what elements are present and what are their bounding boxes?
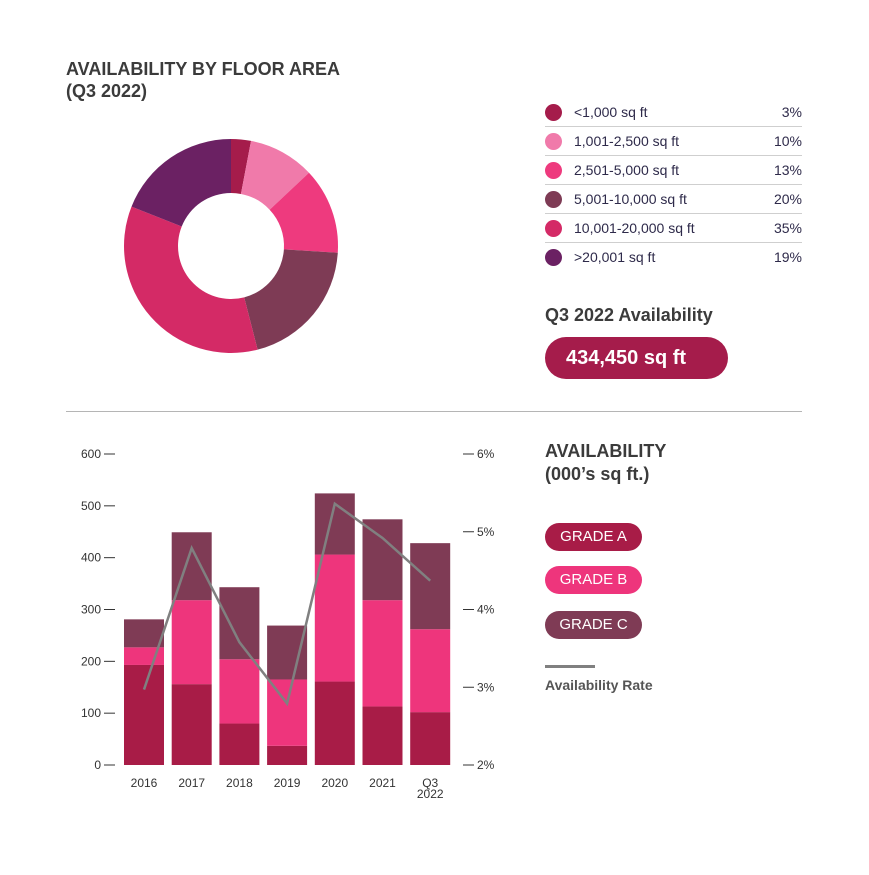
legend-item: >20,001 sq ft 19% [545, 243, 802, 271]
availability-value-badge: 434,450 sq ft [545, 337, 728, 379]
bar-segment [219, 723, 260, 765]
bar-segment [267, 679, 308, 746]
x-tick-label: 2017 [178, 776, 205, 790]
legend-label: >20,001 sq ft [574, 249, 656, 265]
bar-segment [171, 684, 212, 765]
legend-label: 10,001-20,000 sq ft [574, 220, 695, 236]
y2-tick-label: 5% [477, 525, 495, 539]
legend-value: 10% [773, 133, 802, 149]
y-tick-label: 400 [81, 551, 101, 565]
bar-segment [267, 625, 308, 680]
legend-item: 5,001-10,000 sq ft 20% [545, 185, 802, 214]
legend-dot-icon [545, 248, 562, 266]
legend-grade-c: GRADE C [545, 611, 642, 639]
legend-dot-icon [545, 219, 562, 237]
x-tick-label: 2016 [131, 776, 158, 790]
x-tick-label: 2021 [369, 776, 396, 790]
bar-segment [362, 600, 403, 707]
donut-slice [244, 249, 338, 350]
legend-label: 1,001-2,500 sq ft [574, 133, 680, 149]
bar-segment [410, 543, 451, 630]
y2-tick-label: 2% [477, 758, 495, 772]
legend-item: 2,501-5,000 sq ft 13% [545, 156, 802, 185]
legend-item: 10,001-20,000 sq ft 35% [545, 214, 802, 243]
bar-segment [124, 664, 164, 765]
bar-segment [267, 745, 308, 765]
bar-segment [314, 681, 355, 765]
legend-label: 5,001-10,000 sq ft [574, 191, 687, 207]
legend-value: 13% [773, 162, 802, 178]
x-tick-label: 2019 [274, 776, 301, 790]
donut-slice [231, 139, 252, 194]
legend-rate-line [545, 665, 595, 668]
legend-rate-label: Availability Rate [545, 677, 653, 693]
legend-dot-icon [545, 132, 562, 150]
x-tick-label: 2020 [321, 776, 348, 790]
y-tick-label: 500 [81, 499, 101, 513]
bar-segment [362, 706, 403, 765]
y-tick-label: 200 [81, 654, 101, 668]
legend-grade-a: GRADE A [545, 523, 642, 551]
availability-rate-line [142, 501, 432, 707]
bar-title-line2: (000’s sq ft.) [545, 464, 650, 484]
y2-tick-label: 3% [477, 680, 495, 694]
y-tick-label: 600 [81, 447, 101, 461]
legend-dot-icon [545, 161, 562, 179]
legend-label: <1,000 sq ft [574, 104, 648, 120]
legend-dot-icon [545, 103, 562, 121]
donut-slice [131, 139, 231, 227]
donut-chart [123, 139, 338, 354]
bar-chart-title: AVAILABILITY (000’s sq ft.) [545, 440, 666, 486]
y2-tick-label: 6% [477, 447, 495, 461]
legend-value: 20% [773, 191, 802, 207]
availability-label: Q3 2022 Availability [545, 305, 713, 325]
y-tick-label: 100 [81, 706, 101, 720]
legend-label: 2,501-5,000 sq ft [574, 162, 680, 178]
bar-title-line1: AVAILABILITY [545, 441, 667, 461]
y2-tick-label: 4% [477, 603, 495, 617]
bar-segment [410, 629, 451, 713]
x-tick-label: 2018 [226, 776, 253, 790]
y-tick-label: 0 [94, 758, 101, 772]
donut-slice [123, 206, 258, 354]
bar-segment [171, 600, 212, 685]
y-tick-label: 300 [81, 603, 101, 617]
donut-slice [240, 140, 309, 210]
donut-slice [269, 172, 338, 253]
donut-title: AVAILABILITY BY FLOOR AREA (Q3 2022) [66, 58, 340, 102]
bar-segment [314, 554, 355, 682]
donut-title-line1: AVAILABILITY BY FLOOR AREA [66, 59, 341, 79]
legend-item: 1,001-2,500 sq ft 10% [545, 127, 802, 156]
bar-segment [124, 619, 164, 648]
donut-title-line2: (Q3 2022) [66, 81, 148, 101]
legend-grade-b: GRADE B [545, 566, 642, 594]
bar-segment [410, 712, 451, 765]
bar-segment [362, 519, 403, 601]
legend-item: <1,000 sq ft 3% [545, 98, 802, 127]
x-tick-label: Q3 2022 [417, 776, 444, 801]
legend-dot-icon [545, 190, 562, 208]
legend-value: 35% [773, 220, 802, 236]
legend-value: 3% [781, 104, 802, 120]
donut-legend: <1,000 sq ft 3% 1,001-2,500 sq ft 10% 2,501-… [545, 98, 802, 271]
bar-segment [219, 587, 260, 660]
divider [66, 411, 802, 412]
legend-value: 19% [773, 249, 802, 265]
bar-segment [219, 659, 260, 724]
